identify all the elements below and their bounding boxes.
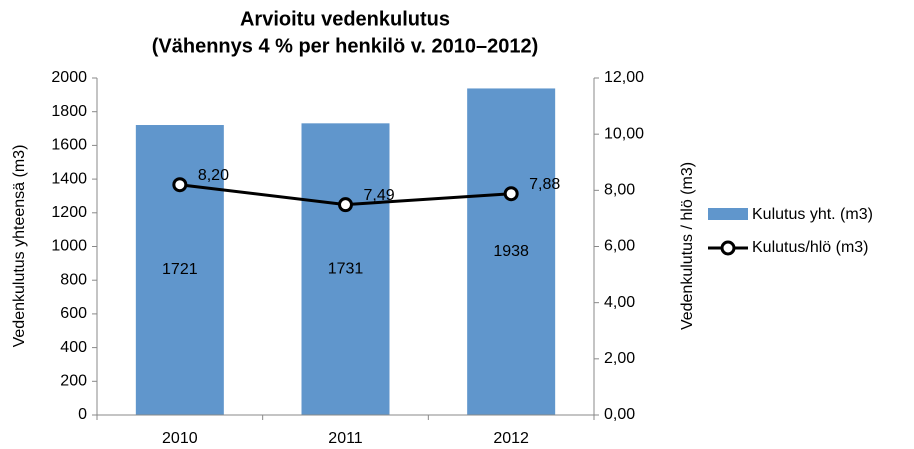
y2-tick-label: 4,00: [604, 294, 635, 311]
y2-tick-label: 0,00: [604, 406, 635, 423]
y2-tick-label: 2,00: [604, 350, 635, 367]
bar: [301, 123, 390, 415]
chart-title: Arvioitu vedenkulutus: [240, 8, 450, 30]
y-tick-label: 600: [60, 305, 87, 322]
legend-swatch-bar: [708, 208, 748, 220]
line-value-label: 7,49: [364, 187, 395, 204]
bar: [467, 88, 556, 416]
y2-tick-label: 6,00: [604, 238, 635, 255]
y-tick-label: 400: [60, 339, 87, 356]
legend-swatch-marker: [720, 240, 736, 256]
y-tick-label: 1600: [51, 137, 87, 154]
y2-tick-label: 10,00: [604, 125, 644, 142]
line-marker: [338, 197, 353, 213]
y2-tick-label: 8,00: [604, 182, 635, 199]
y-axis-label: Vedenkulutus yhteensä (m3): [11, 145, 28, 348]
x-tick-label: 2012: [493, 430, 529, 447]
x-tick-label: 2011: [328, 430, 363, 447]
y-tick-label: 1200: [51, 204, 87, 221]
y-tick-label: 1800: [51, 103, 87, 120]
y2-tick-label: 12,00: [604, 69, 644, 86]
chart-subtitle: (Vähennys 4 % per henkilö v. 2010–2012): [152, 35, 538, 57]
bar: [135, 125, 224, 415]
y-tick-label: 2000: [51, 69, 87, 86]
y-tick-label: 200: [60, 373, 87, 390]
line-marker: [503, 186, 519, 202]
y-tick-label: 1000: [51, 238, 87, 255]
legend-label: Kulutus/hlö (m3): [752, 239, 869, 256]
bar-value-label: 1731: [328, 260, 364, 277]
line-marker: [172, 177, 188, 193]
bar-value-label: 1721: [162, 261, 198, 278]
legend-label: Kulutus yht. (m3): [752, 206, 873, 223]
y2-axis-label: Vedenkulutus / hlö (m3): [679, 162, 696, 330]
line-value-label: 7,88: [529, 176, 560, 193]
y-tick-label: 800: [60, 271, 87, 288]
bar-value-label: 1938: [493, 243, 529, 260]
line-value-label: 8,20: [198, 167, 229, 184]
y-tick-label: 1400: [51, 170, 87, 187]
x-tick-label: 2010: [162, 430, 198, 447]
y-tick-label: 0: [78, 406, 87, 423]
